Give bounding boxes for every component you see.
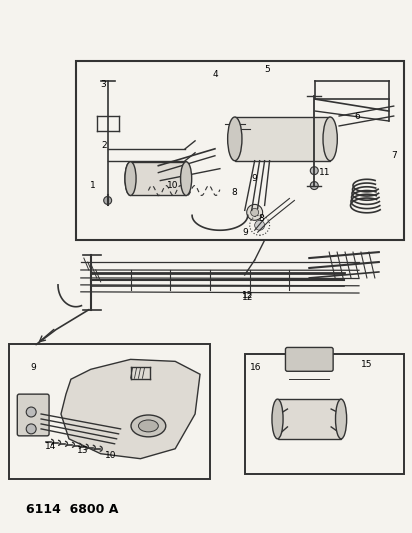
- Ellipse shape: [228, 117, 242, 161]
- Circle shape: [255, 220, 265, 230]
- FancyBboxPatch shape: [286, 348, 333, 372]
- Text: 14: 14: [45, 442, 57, 451]
- Text: 15: 15: [361, 360, 373, 369]
- Text: 9: 9: [30, 363, 36, 372]
- Bar: [131, 161, 186, 196]
- Text: 6: 6: [354, 111, 360, 120]
- Bar: [76, 61, 404, 240]
- Text: 13: 13: [77, 446, 89, 455]
- Text: 12: 12: [242, 291, 253, 300]
- Text: 5: 5: [265, 65, 270, 74]
- Text: 9: 9: [243, 228, 248, 237]
- Circle shape: [250, 208, 259, 216]
- Circle shape: [104, 197, 112, 205]
- Text: 7: 7: [391, 151, 397, 160]
- Ellipse shape: [153, 161, 164, 196]
- Circle shape: [310, 167, 318, 175]
- Ellipse shape: [180, 161, 192, 196]
- Text: 9: 9: [252, 174, 258, 183]
- Text: 3: 3: [100, 80, 105, 88]
- Circle shape: [310, 182, 318, 190]
- Ellipse shape: [272, 399, 283, 439]
- Bar: [9, 344, 210, 479]
- Text: 6114  6800 A: 6114 6800 A: [26, 503, 119, 516]
- Text: 16: 16: [250, 363, 261, 372]
- Text: 8: 8: [259, 214, 265, 223]
- Ellipse shape: [131, 415, 166, 437]
- Text: 10: 10: [166, 181, 178, 190]
- Circle shape: [247, 205, 262, 220]
- Text: 4: 4: [212, 70, 218, 79]
- Text: 1: 1: [90, 181, 96, 190]
- Text: 12: 12: [242, 293, 253, 302]
- Ellipse shape: [323, 117, 337, 161]
- Text: 10: 10: [105, 451, 117, 460]
- Bar: [245, 354, 404, 474]
- Circle shape: [26, 407, 36, 417]
- Ellipse shape: [125, 161, 136, 196]
- Text: 8: 8: [231, 188, 236, 197]
- Circle shape: [26, 424, 36, 434]
- FancyBboxPatch shape: [17, 394, 49, 436]
- Polygon shape: [61, 359, 200, 459]
- Text: 2: 2: [101, 141, 107, 150]
- Bar: [278, 399, 341, 439]
- Text: 11: 11: [319, 168, 331, 177]
- Bar: [235, 117, 330, 161]
- Ellipse shape: [138, 420, 158, 432]
- Ellipse shape: [125, 161, 136, 196]
- Ellipse shape: [335, 399, 346, 439]
